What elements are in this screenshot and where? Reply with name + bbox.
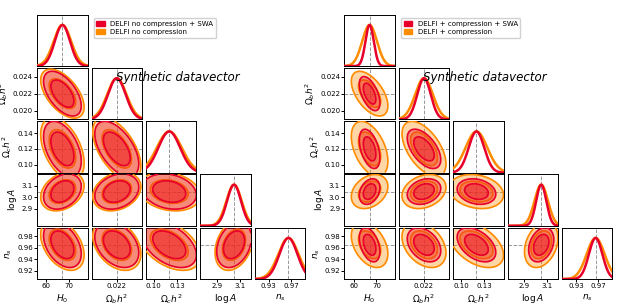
Y-axis label: $\log A$: $\log A$ (6, 189, 19, 211)
X-axis label: $\Omega_b h^2$: $\Omega_b h^2$ (106, 292, 128, 306)
X-axis label: $n_s$: $n_s$ (582, 292, 593, 303)
X-axis label: $n_s$: $n_s$ (275, 292, 285, 303)
Text: Synthetic datavector: Synthetic datavector (116, 71, 239, 84)
Y-axis label: $\Omega_c h^2$: $\Omega_c h^2$ (308, 136, 322, 158)
Y-axis label: $\log A$: $\log A$ (313, 189, 326, 211)
X-axis label: $H_0$: $H_0$ (364, 292, 376, 304)
Y-axis label: $\Omega_b h^2$: $\Omega_b h^2$ (303, 82, 317, 105)
Y-axis label: $n_s$: $n_s$ (4, 248, 15, 259)
X-axis label: $\log A$: $\log A$ (214, 292, 237, 305)
Legend: DELFI no compression + SWA, DELFI no compression: DELFI no compression + SWA, DELFI no com… (93, 18, 216, 38)
Y-axis label: $n_s$: $n_s$ (311, 248, 322, 259)
X-axis label: $\log A$: $\log A$ (522, 292, 544, 305)
Y-axis label: $\Omega_c h^2$: $\Omega_c h^2$ (1, 136, 15, 158)
X-axis label: $\Omega_b h^2$: $\Omega_b h^2$ (413, 292, 435, 306)
X-axis label: $H_0$: $H_0$ (56, 292, 68, 304)
Text: Synthetic datavector: Synthetic datavector (423, 71, 547, 84)
X-axis label: $\Omega_c h^2$: $\Omega_c h^2$ (467, 292, 490, 306)
Legend: DELFI + compression + SWA, DELFI + compression: DELFI + compression + SWA, DELFI + compr… (401, 18, 520, 38)
X-axis label: $\Omega_c h^2$: $\Omega_c h^2$ (160, 292, 182, 306)
Y-axis label: $\Omega_b h^2$: $\Omega_b h^2$ (0, 82, 10, 105)
